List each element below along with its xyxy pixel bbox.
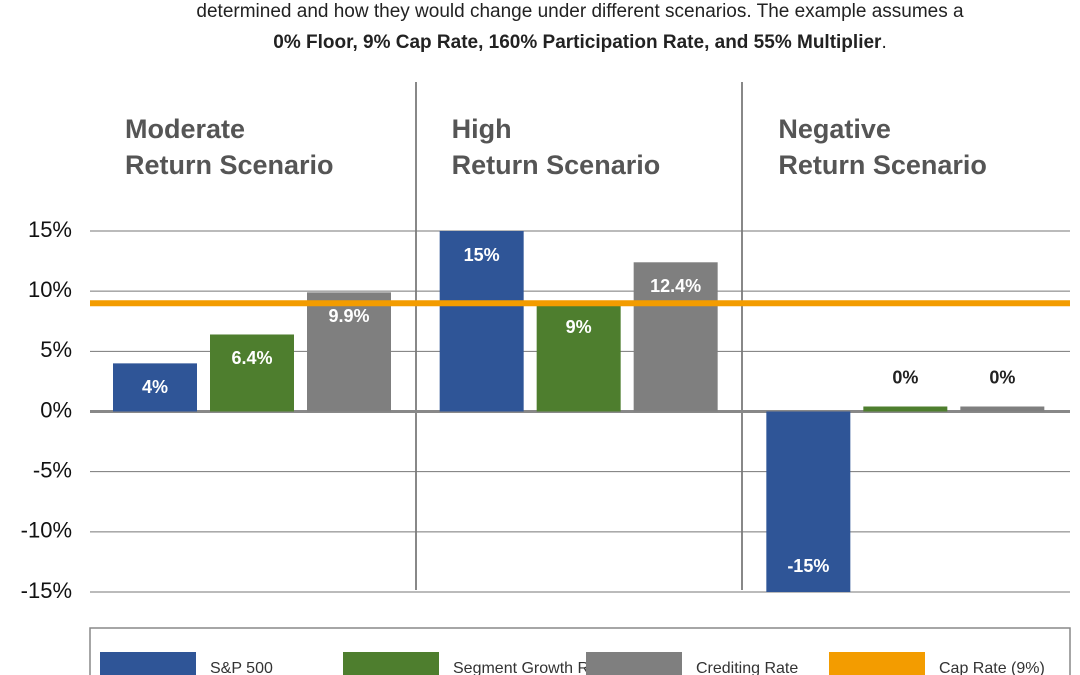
subtitle-bold: 0% Floor, 9% Cap Rate, 160% Participatio… xyxy=(273,32,882,53)
bar xyxy=(960,406,1045,412)
subtitle: 0% Floor, 9% Cap Rate, 160% Participatio… xyxy=(273,32,886,53)
category-label: Negative xyxy=(778,114,891,144)
category-label: Moderate xyxy=(125,114,245,144)
bar xyxy=(863,406,948,412)
value-label: 9% xyxy=(566,317,592,337)
category-label: Return Scenario xyxy=(452,150,661,180)
category-label: Return Scenario xyxy=(125,150,334,180)
legend-box xyxy=(89,627,1071,675)
legend-swatch xyxy=(829,652,925,675)
bar xyxy=(307,292,391,412)
value-label: 9.9% xyxy=(328,306,369,326)
bar xyxy=(113,363,197,412)
y-tick-label: -10% xyxy=(21,518,72,543)
bar xyxy=(210,334,294,412)
value-label: -15% xyxy=(787,556,829,576)
y-tick-label: -15% xyxy=(21,578,72,603)
value-label: 4% xyxy=(142,377,168,397)
y-tick-label: 10% xyxy=(28,277,72,302)
legend-label: Crediting Rate xyxy=(696,660,798,675)
y-tick-label: 0% xyxy=(40,397,72,422)
y-tick-label: 15% xyxy=(28,217,72,242)
subtitle: determined and how they would change und… xyxy=(196,1,964,22)
category-label: Return Scenario xyxy=(778,150,987,180)
value-label: 6.4% xyxy=(231,348,272,368)
legend-swatch xyxy=(586,652,682,675)
value-label: 15% xyxy=(464,245,500,265)
y-tick-label: 5% xyxy=(40,337,72,362)
bar xyxy=(633,262,718,412)
legend-swatch xyxy=(100,652,196,675)
bar xyxy=(766,411,851,592)
category-label: High xyxy=(452,114,512,144)
subtitle-end: . xyxy=(881,32,886,53)
bar xyxy=(439,231,524,412)
value-label: 0% xyxy=(989,367,1015,387)
legend-swatch xyxy=(343,652,439,675)
legend-label: Segment Growth Rate xyxy=(453,660,611,675)
legend-label: Cap Rate (9%) xyxy=(939,660,1045,675)
y-tick-label: -5% xyxy=(33,457,72,482)
value-label: 12.4% xyxy=(650,276,701,296)
legend-label: S&P 500 xyxy=(210,660,273,675)
value-label: 0% xyxy=(892,367,918,387)
bar xyxy=(536,303,621,412)
